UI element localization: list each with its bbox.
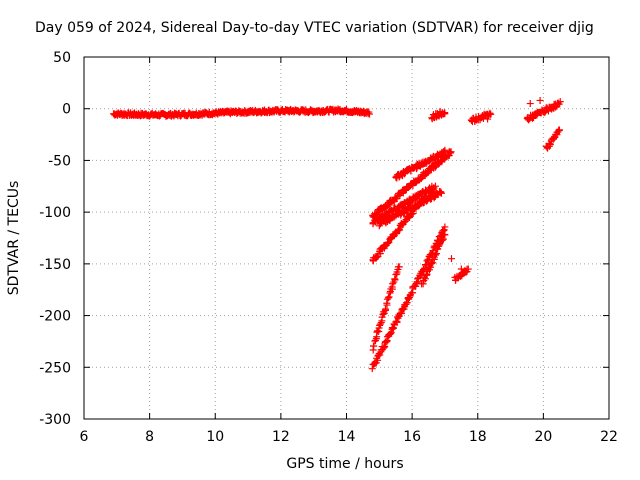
data-point <box>432 250 440 258</box>
data-point <box>383 301 391 309</box>
data-point <box>437 189 445 197</box>
data-point <box>440 148 448 156</box>
data-point <box>421 275 429 283</box>
data-point <box>447 148 455 156</box>
data-point <box>407 198 415 206</box>
data-point <box>381 305 389 313</box>
data-point <box>368 365 376 373</box>
x-tick-label: 6 <box>80 429 89 445</box>
data-point <box>387 328 395 336</box>
x-tick-label: 12 <box>272 429 290 445</box>
data-point <box>546 140 554 148</box>
data-point <box>385 238 393 246</box>
y-tick-label: -150 <box>39 257 71 273</box>
y-tick-label: 0 <box>62 102 71 118</box>
y-axis-label: SDTVAR / TECUs <box>6 180 22 296</box>
data-point <box>389 280 397 288</box>
data-point <box>395 263 403 271</box>
x-tick-label: 16 <box>403 429 421 445</box>
data-point <box>421 192 429 200</box>
x-tick-label: 14 <box>338 429 356 445</box>
data-point <box>420 266 428 274</box>
data-point <box>408 210 416 218</box>
data-point <box>457 265 465 273</box>
data-points <box>110 96 564 373</box>
x-tick-label: 18 <box>469 429 487 445</box>
data-point <box>438 151 446 159</box>
data-point <box>385 293 393 301</box>
data-point <box>395 225 403 233</box>
data-point <box>448 255 455 263</box>
data-point <box>380 309 388 317</box>
data-point <box>405 295 413 303</box>
x-tick-label: 10 <box>206 429 224 445</box>
y-tick-label: -300 <box>39 412 71 428</box>
data-point <box>437 188 445 196</box>
data-point <box>556 98 564 106</box>
axis-ticks: 6 8 10 12 14 16 18 20 22 -300 -250 -200 -150 -100 -50 0… <box>39 50 618 445</box>
x-axis-label: GPS time / hours <box>286 456 404 472</box>
data-point <box>428 259 436 267</box>
data-point <box>391 276 399 284</box>
y-tick-label: -100 <box>39 205 71 221</box>
data-point <box>370 342 378 350</box>
y-tick-label: -50 <box>48 153 71 169</box>
x-tick-label: 20 <box>534 429 552 445</box>
data-point <box>428 187 436 195</box>
data-point <box>536 96 544 104</box>
data-point <box>486 109 494 117</box>
y-tick-label: 50 <box>53 50 71 66</box>
data-point <box>555 126 563 134</box>
y-tick-label: -200 <box>39 309 71 325</box>
data-point <box>376 320 384 328</box>
data-point <box>446 149 454 157</box>
data-point <box>464 265 472 273</box>
data-point <box>431 182 439 190</box>
data-point <box>487 110 495 118</box>
data-point <box>438 236 446 244</box>
data-point <box>376 351 384 359</box>
y-tick-label: -250 <box>39 360 71 376</box>
data-point <box>416 175 424 183</box>
grid-lines <box>84 57 609 419</box>
data-point <box>403 299 411 307</box>
data-point <box>389 324 397 332</box>
data-point <box>541 108 549 116</box>
data-point <box>526 100 534 108</box>
data-point <box>441 231 449 239</box>
data-point <box>441 223 449 231</box>
data-point <box>484 115 492 123</box>
data-point <box>441 146 449 154</box>
data-point <box>430 194 438 202</box>
chart-title: Day 059 of 2024, Sidereal Day-to-day VTE… <box>35 20 594 36</box>
data-point <box>441 110 449 118</box>
data-point <box>365 110 373 118</box>
x-tick-label: 22 <box>600 429 618 445</box>
x-tick-label: 8 <box>145 429 154 445</box>
